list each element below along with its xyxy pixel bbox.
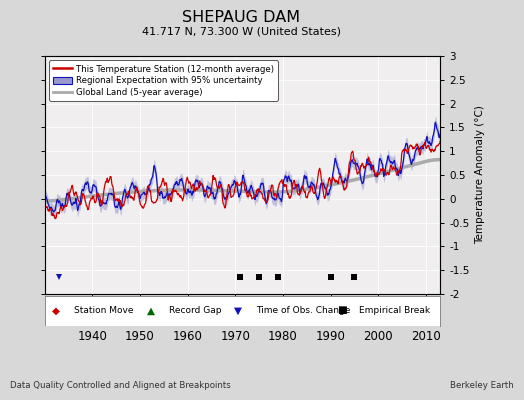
Text: Station Move: Station Move — [74, 306, 134, 315]
Legend: This Temperature Station (12-month average), Regional Expectation with 95% uncer: This Temperature Station (12-month avera… — [49, 60, 278, 101]
Text: Berkeley Earth: Berkeley Earth — [450, 381, 514, 390]
Text: Data Quality Controlled and Aligned at Breakpoints: Data Quality Controlled and Aligned at B… — [10, 381, 231, 390]
Text: 2010: 2010 — [411, 330, 441, 342]
Text: 1970: 1970 — [220, 330, 250, 342]
Text: ■: ■ — [337, 306, 347, 315]
Text: 2000: 2000 — [363, 330, 393, 342]
Text: Empirical Break: Empirical Break — [359, 306, 430, 315]
Text: ◆: ◆ — [52, 306, 60, 315]
Text: 41.717 N, 73.300 W (United States): 41.717 N, 73.300 W (United States) — [141, 26, 341, 36]
Text: 1940: 1940 — [77, 330, 107, 342]
Text: 1960: 1960 — [172, 330, 202, 342]
Text: SHEPAUG DAM: SHEPAUG DAM — [182, 10, 300, 25]
Text: ▼: ▼ — [234, 306, 243, 315]
Text: ▲: ▲ — [147, 306, 156, 315]
Text: 1990: 1990 — [315, 330, 345, 342]
Y-axis label: Temperature Anomaly (°C): Temperature Anomaly (°C) — [475, 106, 485, 244]
Text: 1950: 1950 — [125, 330, 155, 342]
Text: Record Gap: Record Gap — [169, 306, 222, 315]
Text: 1980: 1980 — [268, 330, 298, 342]
Text: Time of Obs. Change: Time of Obs. Change — [256, 306, 351, 315]
